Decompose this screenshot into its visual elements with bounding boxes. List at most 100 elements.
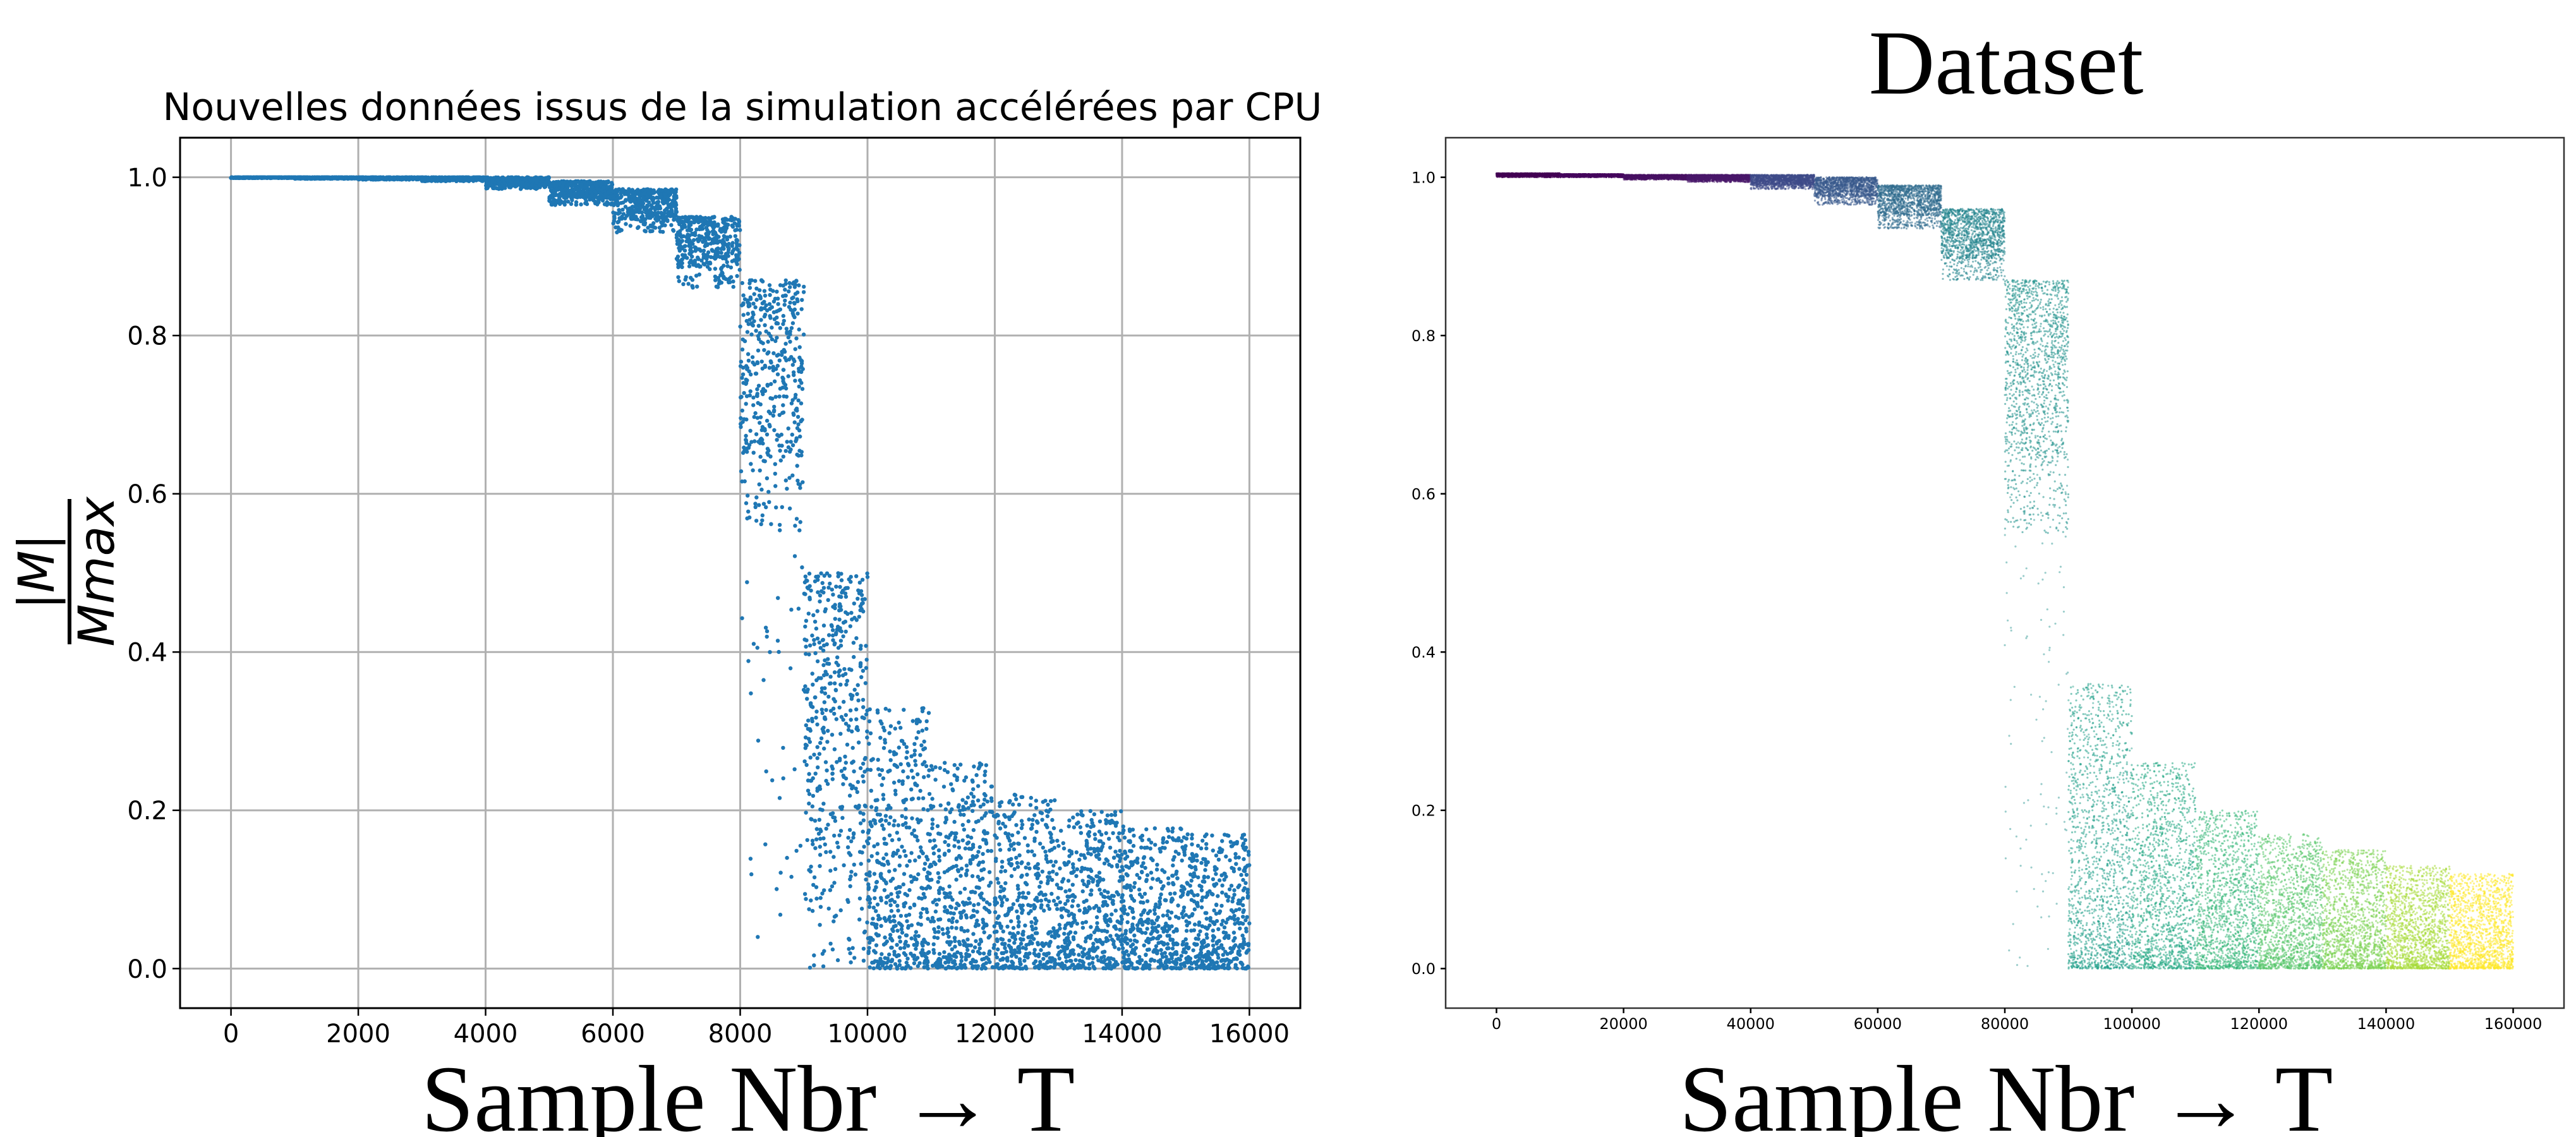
data-point bbox=[756, 646, 759, 649]
data-point bbox=[744, 402, 748, 406]
data-point bbox=[738, 325, 742, 328]
data-point bbox=[725, 260, 729, 264]
data-point bbox=[831, 697, 835, 701]
data-point bbox=[847, 724, 850, 728]
data-point bbox=[715, 247, 718, 251]
data-point bbox=[824, 850, 828, 854]
data-point bbox=[817, 676, 821, 680]
data-point bbox=[632, 194, 636, 198]
data-point bbox=[706, 232, 710, 236]
data-point bbox=[807, 596, 811, 599]
data-point bbox=[735, 262, 739, 266]
data-point bbox=[826, 598, 830, 602]
data-point bbox=[849, 870, 853, 874]
data-point bbox=[780, 433, 783, 436]
data-point bbox=[657, 188, 661, 191]
data-point bbox=[861, 578, 864, 582]
data-point bbox=[569, 183, 572, 186]
data-point bbox=[637, 191, 641, 195]
data-point bbox=[569, 193, 573, 197]
data-point bbox=[861, 812, 865, 815]
data-point bbox=[857, 615, 861, 618]
data-point bbox=[754, 371, 758, 375]
data-point bbox=[828, 869, 832, 872]
data-point bbox=[845, 679, 849, 683]
data-point bbox=[834, 688, 838, 692]
data-point bbox=[834, 632, 838, 636]
data-point bbox=[859, 608, 862, 612]
data-point bbox=[782, 455, 785, 459]
data-point bbox=[807, 737, 811, 741]
data-point bbox=[645, 195, 649, 198]
data-point bbox=[838, 605, 842, 608]
data-point bbox=[302, 176, 306, 179]
data-point bbox=[783, 342, 787, 346]
data-point bbox=[746, 659, 750, 663]
data-point bbox=[828, 582, 831, 586]
data-point bbox=[748, 429, 752, 433]
data-point bbox=[552, 200, 555, 203]
data-point bbox=[799, 401, 803, 405]
data-point bbox=[838, 626, 842, 630]
data-point bbox=[735, 240, 739, 244]
data-point bbox=[856, 790, 859, 794]
data-point bbox=[825, 740, 829, 743]
data-point bbox=[407, 176, 411, 180]
data-point bbox=[864, 666, 868, 670]
data-point bbox=[773, 472, 777, 476]
data-point bbox=[783, 356, 787, 359]
data-point bbox=[719, 247, 723, 251]
data-point bbox=[485, 176, 489, 179]
data-point bbox=[778, 413, 782, 417]
data-point bbox=[844, 761, 848, 764]
data-point bbox=[849, 874, 852, 878]
data-point bbox=[862, 845, 866, 848]
data-point bbox=[787, 305, 791, 309]
data-point bbox=[790, 433, 794, 436]
data-point bbox=[712, 215, 716, 219]
data-point bbox=[574, 203, 578, 207]
data-point bbox=[607, 190, 610, 194]
data-point bbox=[859, 605, 862, 608]
data-point bbox=[582, 179, 586, 183]
data-point bbox=[708, 217, 712, 220]
data-point bbox=[773, 317, 777, 321]
data-point bbox=[821, 638, 825, 642]
data-point bbox=[765, 433, 769, 436]
data-point bbox=[575, 188, 579, 191]
data-point bbox=[676, 275, 680, 279]
data-point bbox=[776, 302, 780, 306]
data-point bbox=[691, 216, 695, 220]
data-point bbox=[790, 326, 794, 330]
data-point bbox=[767, 409, 771, 413]
data-point bbox=[435, 179, 439, 183]
data-point bbox=[844, 595, 848, 599]
data-point bbox=[862, 779, 866, 783]
data-point bbox=[603, 202, 607, 206]
data-point bbox=[269, 176, 273, 179]
data-point bbox=[854, 574, 858, 578]
data-point bbox=[846, 836, 850, 839]
data-point bbox=[614, 188, 618, 191]
data-point bbox=[602, 185, 605, 189]
data-point bbox=[795, 311, 799, 315]
data-point bbox=[335, 176, 339, 179]
data-point bbox=[847, 947, 850, 951]
data-point bbox=[852, 601, 856, 605]
data-point bbox=[812, 642, 816, 646]
data-point bbox=[349, 176, 353, 179]
data-point bbox=[833, 670, 837, 674]
data-point bbox=[689, 242, 693, 246]
data-point bbox=[778, 528, 782, 532]
data-point bbox=[797, 284, 801, 287]
data-point bbox=[676, 238, 680, 242]
data-point bbox=[794, 292, 797, 296]
data-point bbox=[837, 833, 841, 837]
data-point bbox=[689, 260, 693, 264]
data-point bbox=[746, 330, 749, 334]
data-point bbox=[808, 727, 812, 731]
data-point bbox=[729, 265, 733, 269]
data-point bbox=[836, 845, 840, 849]
data-point bbox=[844, 630, 848, 634]
data-point bbox=[818, 641, 821, 644]
